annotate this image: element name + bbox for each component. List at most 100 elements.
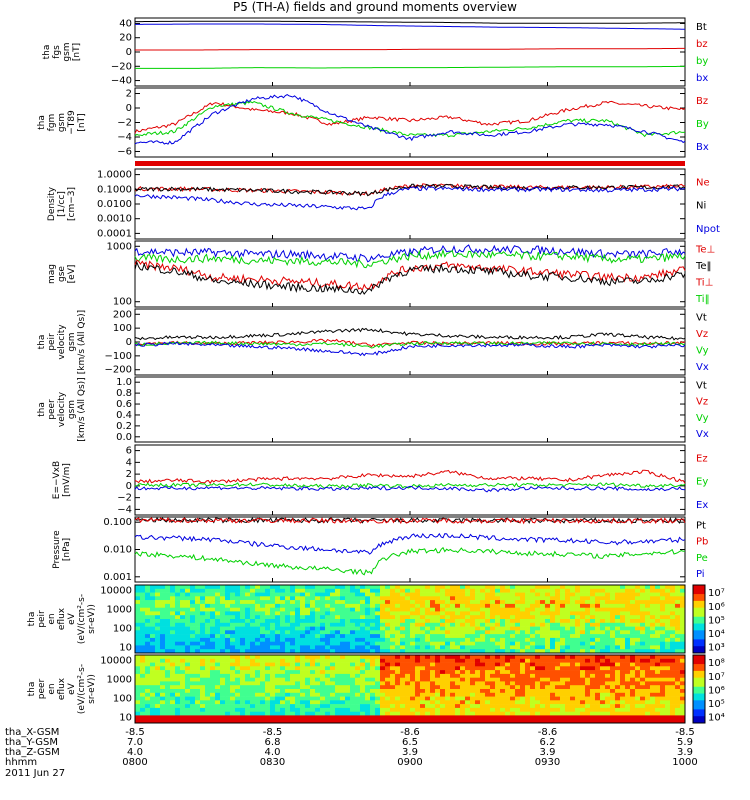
heatmap-cell	[680, 700, 686, 705]
heatmap-cell	[545, 673, 551, 678]
heatmap-cell	[240, 719, 246, 724]
heatmap-cell	[665, 670, 671, 675]
heatmap-cell	[420, 607, 426, 612]
heatmap-cell	[480, 685, 486, 690]
heatmap-cell	[355, 626, 361, 631]
heatmap-cell	[270, 630, 276, 635]
heatmap-cell	[270, 666, 276, 671]
y-axis-label: peer	[47, 399, 57, 420]
orbit-row-label: tha_X-GSM	[5, 727, 59, 738]
heatmap-cell	[610, 707, 616, 712]
heatmap-cell	[610, 685, 616, 690]
heatmap-cell	[600, 689, 606, 694]
heatmap-cell	[580, 649, 586, 654]
heatmap-cell	[650, 689, 656, 694]
heatmap-cell	[505, 711, 511, 716]
heatmap-cell	[275, 666, 281, 671]
heatmap-cell	[315, 662, 321, 667]
heatmap-cell	[230, 626, 236, 631]
heatmap-cell	[255, 681, 261, 686]
heatmap-cell	[205, 588, 211, 593]
heatmap-cell	[455, 689, 461, 694]
heatmap-cell	[285, 707, 291, 712]
heatmap-cell	[160, 626, 166, 631]
heatmap-cell	[145, 615, 151, 620]
heatmap-cell	[665, 700, 671, 705]
heatmap-cell	[145, 689, 151, 694]
heatmap-cell	[405, 622, 411, 627]
y-tick-label: 2	[126, 469, 132, 480]
heatmap-cell	[215, 677, 221, 682]
heatmap-cell	[580, 711, 586, 716]
heatmap-cell	[445, 662, 451, 667]
heatmap-cell	[255, 641, 261, 646]
heatmap-cell	[330, 637, 336, 642]
heatmap-cell	[625, 666, 631, 671]
heatmap-cell	[255, 649, 261, 654]
heatmap-cell	[280, 634, 286, 639]
heatmap-cell	[330, 655, 336, 660]
heatmap-cell	[305, 692, 311, 697]
heatmap-cell	[635, 677, 641, 682]
heatmap-cell	[575, 662, 581, 667]
heatmap-cell	[445, 685, 451, 690]
heatmap-cell	[210, 585, 216, 590]
heatmap-cell	[380, 596, 386, 601]
heatmap-cell	[440, 677, 446, 682]
heatmap-cell	[135, 637, 141, 642]
heatmap-cell	[630, 603, 636, 608]
heatmap-cell	[605, 704, 611, 709]
heatmap-cell	[305, 603, 311, 608]
heatmap-cell	[160, 719, 166, 724]
heatmap-cell	[155, 634, 161, 639]
heatmap-cell	[655, 696, 661, 701]
heatmap-cell	[235, 696, 241, 701]
heatmap-cell	[440, 707, 446, 712]
heatmap-cell	[175, 588, 181, 593]
heatmap-cell	[470, 655, 476, 660]
heatmap-cell	[395, 649, 401, 654]
heatmap-cell	[300, 596, 306, 601]
heatmap-cell	[310, 711, 316, 716]
heatmap-cell	[640, 707, 646, 712]
heatmap-cell	[470, 585, 476, 590]
heatmap-cell	[515, 666, 521, 671]
heatmap-cell	[445, 689, 451, 694]
heatmap-cell	[270, 592, 276, 597]
heatmap-cell	[320, 596, 326, 601]
heatmap-cell	[145, 630, 151, 635]
heatmap-cell	[530, 677, 536, 682]
heatmap-cell	[570, 707, 576, 712]
heatmap-cell	[640, 715, 646, 720]
heatmap-cell	[410, 626, 416, 631]
heatmap-cell	[230, 711, 236, 716]
heatmap-cell	[525, 637, 531, 642]
heatmap-cell	[155, 588, 161, 593]
heatmap-cell	[180, 658, 186, 663]
heatmap-cell	[495, 626, 501, 631]
heatmap-cell	[190, 630, 196, 635]
heatmap-cell	[455, 596, 461, 601]
heatmap-cell	[665, 585, 671, 590]
heatmap-cell	[540, 689, 546, 694]
heatmap-cell	[230, 603, 236, 608]
heatmap-cell	[670, 704, 676, 709]
heatmap-cell	[320, 700, 326, 705]
heatmap-cell	[325, 637, 331, 642]
heatmap-cell	[655, 719, 661, 724]
heatmap-cell	[450, 600, 456, 605]
heatmap-cell	[535, 603, 541, 608]
heatmap-cell	[280, 588, 286, 593]
heatmap-cell	[425, 634, 431, 639]
heatmap-cell	[240, 626, 246, 631]
heatmap-cell	[240, 670, 246, 675]
heatmap-cell	[275, 596, 281, 601]
heatmap-cell	[350, 645, 356, 650]
heatmap-cell	[505, 704, 511, 709]
heatmap-cell	[410, 719, 416, 724]
heatmap-cell	[455, 611, 461, 616]
heatmap-cell	[370, 596, 376, 601]
colorbar-segment	[693, 625, 705, 629]
heatmap-cell	[670, 649, 676, 654]
heatmap-cell	[425, 681, 431, 686]
